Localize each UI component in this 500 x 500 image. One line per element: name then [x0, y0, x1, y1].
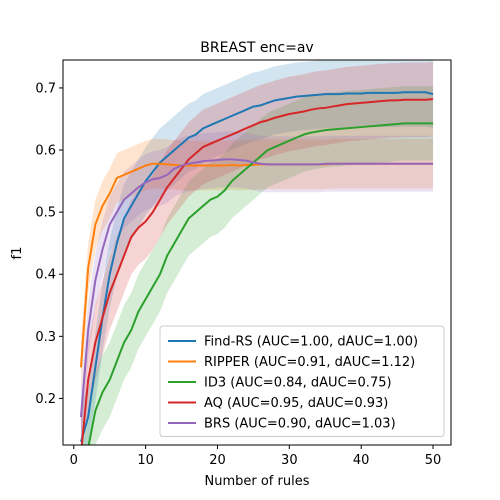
series-lines	[79, 91, 434, 445]
y-tick-label: 0.6	[35, 144, 56, 159]
x-axis: 0 10 20 30 40 50	[70, 445, 442, 468]
y-axis: 0.2 0.3 0.4 0.5 0.6 0.7	[35, 81, 63, 407]
line-series-3	[80, 98, 434, 445]
legend-label: AQ (AUC=0.95, dAUC=0.93)	[204, 396, 388, 411]
x-tick-label: 10	[137, 453, 154, 468]
y-tick-label: 0.3	[35, 330, 56, 345]
x-tick-label: 0	[70, 453, 78, 468]
x-tick-label: 30	[281, 453, 298, 468]
legend: Find-RS (AUC=1.00, dAUC=1.00) RIPPER (AUC…	[159, 325, 445, 437]
line-series-0	[79, 91, 434, 443]
y-tick-label: 0.4	[35, 268, 56, 283]
chart-title: BREAST enc=av	[200, 40, 313, 56]
band-series-2	[80, 86, 434, 445]
plot-frame	[62, 59, 452, 446]
legend-box	[159, 325, 445, 437]
x-axis-label: Number of rules	[205, 474, 310, 489]
y-tick-label: 0.7	[35, 81, 56, 96]
y-axis-label: f1	[10, 247, 25, 260]
line-series-4	[79, 158, 434, 418]
y-tick-label: 0.5	[35, 206, 56, 221]
legend-label: ID3 (AUC=0.84, dAUC=0.75)	[204, 376, 392, 391]
band-series-0	[80, 60, 434, 445]
line-series-2	[87, 122, 434, 445]
y-tick-label: 0.2	[35, 392, 56, 407]
legend-label: RIPPER (AUC=0.91, dAUC=1.12)	[204, 355, 415, 370]
legend-label: Find-RS (AUC=1.00, dAUC=1.00)	[204, 335, 418, 350]
band-series-3	[80, 61, 434, 445]
x-tick-label: 20	[209, 453, 226, 468]
x-tick-label: 50	[425, 453, 442, 468]
legend-label: BRS (AUC=0.90, dAUC=1.03)	[204, 417, 396, 432]
x-tick-label: 40	[353, 453, 370, 468]
